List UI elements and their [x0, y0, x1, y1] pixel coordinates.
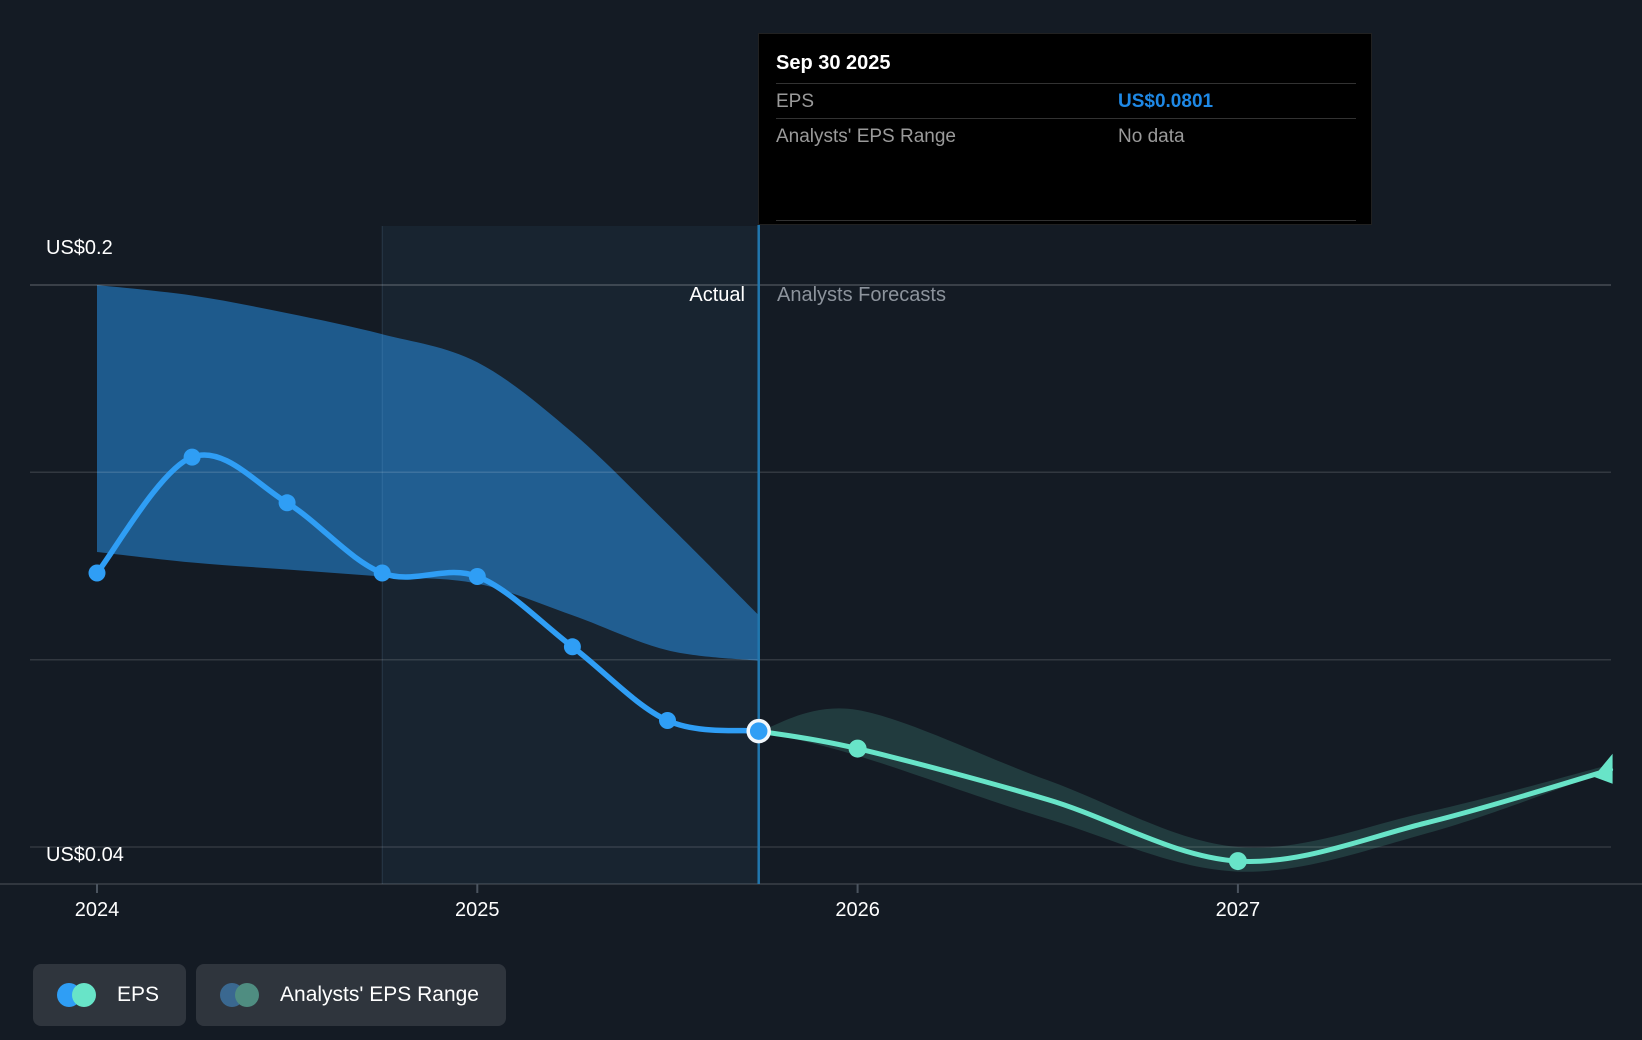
eps-data-point[interactable] [88, 564, 106, 582]
eps-legend-dots-icon [57, 983, 96, 1007]
eps-data-point[interactable] [468, 568, 486, 585]
x-tick-label: 2026 [835, 899, 880, 921]
legend-chip-eps[interactable]: EPS [33, 964, 187, 1026]
eps-teal-dot-icon [72, 983, 96, 1007]
highlighted-data-point[interactable] [746, 718, 771, 744]
x-tick-label: 2027 [1216, 899, 1261, 921]
analysts-range-band-actual [97, 285, 759, 661]
x-tick-label: 2025 [455, 899, 500, 921]
forecast-period-label: Analysts Forecasts [777, 284, 946, 306]
tooltip-range-label: Analysts' EPS Range [776, 126, 956, 147]
tooltip-divider [776, 220, 1356, 221]
eps-forecast-point[interactable] [848, 739, 867, 758]
forecast-arrow-icon [1593, 753, 1613, 784]
tooltip-eps-label: EPS [776, 91, 815, 112]
range-legend-dots-icon [220, 983, 260, 1007]
tooltip-divider [776, 83, 1356, 84]
legend-range-label: Analysts' EPS Range [280, 983, 479, 1006]
range-teal-dot-icon [235, 983, 260, 1007]
eps-forecast-point[interactable] [1228, 852, 1247, 871]
tooltip-date: Sep 30 2025 [776, 52, 891, 74]
eps-data-point[interactable] [659, 712, 676, 729]
x-tick-label: 2024 [75, 899, 120, 921]
chart-legend: EPS Analysts' EPS Range [33, 964, 506, 1026]
y-axis-label-top: US$0.2 [46, 237, 113, 259]
actual-period-label: Actual [689, 284, 745, 306]
legend-chip-analysts-eps-range[interactable]: Analysts' EPS Range [196, 964, 506, 1026]
tooltip-divider [776, 118, 1356, 119]
eps-data-point[interactable] [183, 448, 201, 466]
actual-period-highlight [382, 226, 759, 884]
tooltip-eps-value: US$0.0801 [1118, 91, 1214, 112]
eps-data-point[interactable] [373, 564, 391, 582]
tooltip-range-value: No data [1118, 126, 1185, 147]
eps-data-point[interactable] [278, 494, 296, 512]
eps-data-point[interactable] [563, 638, 581, 656]
y-axis-label-bottom: US$0.04 [46, 844, 124, 866]
legend-eps-label: EPS [117, 983, 160, 1006]
chart-tooltip: Sep 30 2025 EPS US$0.0801 Analysts' EPS … [758, 33, 1372, 225]
